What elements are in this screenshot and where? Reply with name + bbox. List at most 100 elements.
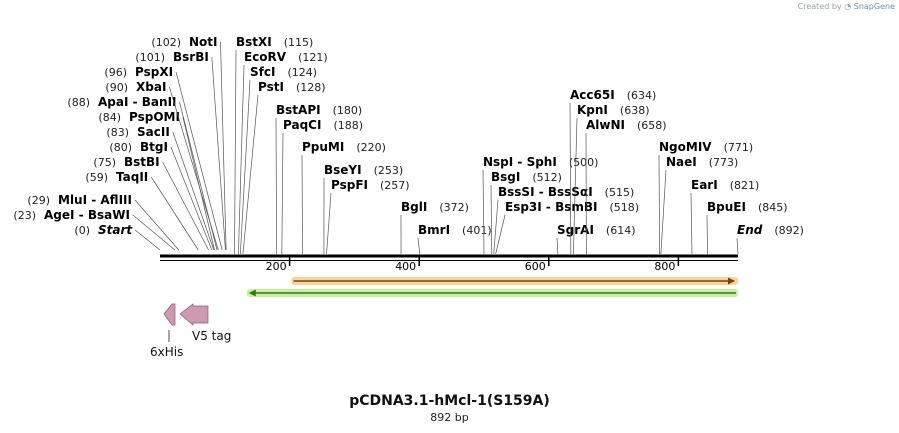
- restriction-site-acc65i[interactable]: (634) Acc65I: [569, 88, 657, 255]
- site-name-label: BglI: [401, 200, 427, 214]
- site-position-label: (220): [356, 141, 386, 154]
- site-position-label: (84): [98, 111, 121, 124]
- site-position-label: (59): [85, 171, 108, 184]
- restriction-site-mlui-afliii[interactable]: (29) MluI - AflIII: [27, 193, 180, 251]
- feature-green-arrowhead-icon: [248, 289, 256, 297]
- site-name-label: NgoMIV: [659, 140, 712, 154]
- site-position-label: (372): [439, 201, 469, 214]
- site-position-label: (23): [13, 209, 36, 222]
- restriction-site-pspxi[interactable]: (96) PspXI: [104, 65, 223, 251]
- site-leader-line: [281, 132, 284, 255]
- site-position-label: (29): [27, 194, 50, 207]
- site-name-label: SfcI: [250, 65, 275, 79]
- site-position-label: (892): [774, 224, 804, 237]
- feature-orange-arrow[interactable]: [291, 277, 738, 285]
- restriction-site-xbai[interactable]: (90) XbaI: [105, 80, 219, 251]
- site-position-label: (128): [296, 81, 326, 94]
- restriction-site-bstbi[interactable]: (75) BstBI: [93, 155, 209, 251]
- restriction-site-bseyi[interactable]: (253) BseYI: [323, 163, 404, 255]
- site-leader-line: [301, 154, 303, 255]
- restriction-site-bsgi[interactable]: (512) BsgI: [490, 170, 562, 255]
- restriction-site-bmri[interactable]: (401) BmrI: [417, 223, 492, 255]
- site-leader-line: [234, 49, 237, 255]
- site-leader-line: [495, 214, 506, 255]
- site-leader-line: [240, 79, 251, 255]
- site-name-label: SacII: [137, 125, 170, 139]
- site-position-label: (188): [333, 119, 363, 132]
- site-position-label: (253): [374, 164, 404, 177]
- restriction-site-pspomi[interactable]: (84) PspOMI: [98, 110, 215, 251]
- site-name-label: BstXI: [236, 35, 272, 49]
- site-leader-line: [175, 71, 223, 251]
- site-name-label: PspFI: [331, 178, 368, 192]
- site-position-label: (75): [93, 156, 116, 169]
- site-leader-line: [490, 184, 493, 255]
- restriction-site-naei[interactable]: (773) NaeI: [660, 155, 738, 255]
- restriction-site-agei-bsawi[interactable]: (23) AgeI - BsaWI: [13, 208, 176, 251]
- restriction-site-sfci[interactable]: (124) SfcI: [240, 65, 317, 255]
- restriction-site-bstapi[interactable]: (180) BstAPI: [275, 103, 363, 255]
- feature-6xhis-label: 6xHis: [150, 345, 183, 359]
- restriction-site-psti[interactable]: (128) PstI: [242, 80, 326, 255]
- restriction-site-bpuei[interactable]: (845) BpuEI: [706, 200, 788, 255]
- feature-orange-arrowhead-icon: [728, 277, 735, 285]
- feature-green-arrow[interactable]: [246, 289, 738, 297]
- restriction-site-btgi[interactable]: (80) BtgI: [109, 140, 213, 251]
- site-leader-line: [493, 199, 499, 255]
- site-name-label: PspXI: [135, 65, 173, 79]
- feature-v5-label: V5 tag: [192, 329, 231, 343]
- restriction-site-bgli[interactable]: (372) BglI: [400, 200, 469, 255]
- site-leader-line: [150, 176, 199, 251]
- site-name-label: BsrBI: [173, 50, 209, 64]
- restriction-site-sacii[interactable]: (83) SacII: [106, 125, 215, 251]
- site-leader-line: [242, 94, 259, 255]
- site-name-label: BtgI: [140, 140, 168, 154]
- restriction-site-ecorv[interactable]: (121) EcoRV: [238, 50, 328, 255]
- site-position-label: (634): [627, 89, 657, 102]
- restriction-site-noti[interactable]: (102) NotI: [151, 35, 227, 251]
- feature-v5-tag[interactable]: V5 tag: [179, 303, 231, 343]
- site-leader-line: [326, 192, 332, 255]
- site-position-label: (401): [462, 224, 492, 237]
- site-name-label: AgeI - BsaWI: [44, 208, 130, 222]
- site-position-label: (257): [380, 179, 410, 192]
- created-by-credit: Created by ◔ SnapGene: [798, 2, 895, 11]
- restriction-site-start[interactable]: (0) Start: [74, 223, 161, 251]
- restriction-site-bsssi-bsss-i[interactable]: (515) BssSI - BssSαI: [493, 185, 635, 255]
- site-leader-line: [172, 131, 215, 251]
- site-name-label: PpuMI: [302, 140, 344, 154]
- site-name-label: End: [737, 223, 763, 237]
- site-position-label: (845): [758, 201, 788, 214]
- site-name-label: BstAPI: [276, 103, 321, 117]
- restriction-site-bsrbi[interactable]: (101) BsrBI: [135, 50, 226, 251]
- restriction-site-sgrai[interactable]: (614) SgrAI: [556, 223, 636, 255]
- site-name-label: KpnI: [577, 103, 608, 117]
- site-name-label: BssSI - BssSαI: [498, 185, 593, 199]
- site-name-label: TaqII: [116, 170, 148, 184]
- restriction-site-end[interactable]: (892) End: [736, 223, 804, 255]
- site-name-label: NaeI: [666, 155, 697, 169]
- restriction-site-eari[interactable]: (821) EarI: [690, 178, 759, 255]
- site-leader-line: [169, 86, 219, 251]
- site-position-label: (180): [333, 104, 363, 117]
- site-position-label: (512): [532, 171, 562, 184]
- site-leader-line: [170, 146, 213, 251]
- ruler-tick-label: 200: [266, 260, 287, 273]
- plasmid-map: 200 400 600 800 (0) Start (23) AgeI - BsaWI(29)…: [13, 35, 804, 359]
- restriction-site-kpni[interactable]: (638) KpnI: [573, 103, 650, 255]
- site-name-label: XbaI: [136, 80, 166, 94]
- site-leader-line: [134, 199, 180, 251]
- site-position-label: (102): [151, 36, 181, 49]
- site-position-label: (518): [609, 201, 639, 214]
- feature-6xhis[interactable]: 6xHis: [150, 303, 183, 359]
- restriction-site-alwni[interactable]: (658) AlwNI: [585, 118, 667, 255]
- restriction-site-ppumi[interactable]: (220) PpuMI: [301, 140, 386, 255]
- restriction-site-ngomiv[interactable]: (771) NgoMIV: [658, 140, 753, 255]
- site-position-label: (96): [104, 66, 127, 79]
- restriction-site-taqii[interactable]: (59) TaqII: [85, 170, 199, 251]
- restriction-site-bstxi[interactable]: (115) BstXI: [234, 35, 314, 255]
- site-name-label: BmrI: [418, 223, 450, 237]
- site-position-label: (90): [105, 81, 128, 94]
- restriction-site-pspfi[interactable]: (257) PspFI: [326, 178, 410, 255]
- restriction-site-paqci[interactable]: (188) PaqCI: [281, 118, 363, 255]
